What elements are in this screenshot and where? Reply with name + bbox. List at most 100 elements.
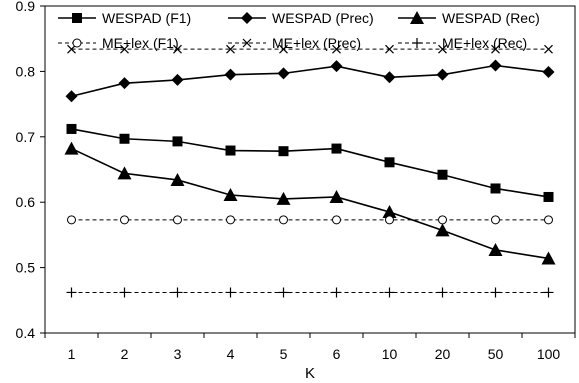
series-line: [71, 147, 549, 260]
data-point: [225, 145, 236, 156]
data-point: [491, 215, 500, 225]
data-point: [437, 287, 448, 298]
data-point: [543, 191, 554, 202]
series-layer: [64, 44, 556, 298]
x-tick-label: 1: [68, 346, 76, 362]
data-point: [385, 44, 394, 54]
y-tick-label: 0.5: [16, 260, 36, 276]
data-point: [384, 287, 395, 298]
data-point: [544, 215, 553, 225]
data-point: [437, 169, 448, 180]
data-point: [544, 44, 553, 54]
legend-marker: [242, 38, 252, 48]
data-point: [173, 44, 182, 54]
data-point: [67, 215, 76, 225]
data-point: [332, 44, 341, 54]
legend: WESPAD (F1) WESPAD (Prec) WESPAD (Rec) ME+l…: [58, 10, 540, 51]
data-point: [488, 242, 503, 256]
legend-marker: [241, 12, 253, 24]
data-point: [490, 183, 501, 194]
legend-label: WESPAD (Prec): [272, 10, 374, 26]
data-point: [279, 215, 288, 225]
data-point: [119, 133, 130, 144]
data-point: [225, 287, 236, 298]
series-triangle: [64, 141, 556, 265]
data-point: [66, 123, 77, 134]
data-point: [120, 215, 129, 225]
data-point: [331, 143, 342, 154]
legend-marker: [410, 11, 424, 24]
data-point: [170, 172, 185, 186]
legend-label: ME+lex (Rec): [442, 35, 527, 51]
data-point: [331, 287, 342, 298]
data-point: [383, 71, 396, 84]
legend-label: WESPAD (F1): [102, 10, 191, 26]
data-point: [172, 287, 183, 298]
data-point: [329, 189, 344, 203]
data-point: [435, 223, 450, 237]
data-point: [490, 287, 501, 298]
legend-label: WESPAD (Rec): [442, 10, 540, 26]
data-point: [277, 67, 290, 80]
series-line: [71, 64, 549, 98]
legend-item: WESPAD (F1): [58, 10, 191, 26]
legend-label: ME+lex (F1): [102, 35, 179, 51]
x-axis-title: K: [305, 365, 315, 382]
y-tick-label: 0.7: [16, 129, 36, 145]
x-tick-label: 4: [227, 346, 235, 362]
series-diamond: [65, 59, 555, 103]
x-tick-label: 3: [174, 346, 182, 362]
data-point: [224, 68, 237, 81]
legend-marker: [412, 38, 422, 48]
data-point: [436, 68, 449, 81]
data-point: [543, 287, 554, 298]
data-point: [120, 44, 129, 54]
data-point: [541, 251, 556, 265]
data-point: [119, 287, 130, 298]
x-tick-label: 10: [382, 346, 398, 362]
legend-item: ME+lex (Rec): [398, 35, 527, 51]
data-point: [542, 66, 555, 79]
data-point: [438, 215, 447, 225]
x-tick-label: 100: [537, 346, 561, 362]
data-point: [171, 73, 184, 86]
data-point: [385, 215, 394, 225]
data-point: [278, 146, 289, 157]
data-point: [67, 44, 76, 54]
legend-item: WESPAD (Prec): [228, 10, 374, 26]
y-tick-label: 0.4: [16, 325, 36, 341]
x-tick-label: 50: [488, 346, 504, 362]
legend-marker: [72, 38, 82, 48]
data-point: [223, 188, 238, 202]
legend-marker: [72, 13, 82, 23]
y-tick-label: 0.6: [16, 194, 36, 210]
y-tick-label: 0.9: [16, 0, 36, 14]
data-point: [226, 44, 235, 54]
data-point: [117, 166, 132, 180]
y-tick-label: 0.8: [16, 63, 36, 79]
legend-item: WESPAD (Rec): [398, 10, 540, 26]
legend-item: ME+lex (F1): [58, 35, 179, 51]
data-point: [438, 44, 447, 54]
data-point: [491, 44, 500, 54]
data-point: [66, 287, 77, 298]
axes: 0.4 0.5 0.6 0.7 0.8 0.9 1 2 3 4 5 6 10 20 50 100: [16, 0, 576, 362]
data-point: [489, 59, 502, 72]
series-square: [66, 123, 554, 202]
x-tick-label: 20: [435, 346, 451, 362]
series-x: [67, 44, 553, 54]
data-point: [64, 141, 79, 155]
data-point: [226, 215, 235, 225]
data-point: [276, 191, 291, 205]
data-point: [330, 60, 343, 73]
series-circle: [67, 215, 553, 225]
data-point: [384, 157, 395, 168]
x-tick-label: 5: [280, 346, 288, 362]
legend-item: ME+lex (Prec): [228, 35, 361, 51]
data-point: [173, 215, 182, 225]
legend-label: ME+lex (Prec): [272, 35, 361, 51]
x-tick-label: 2: [121, 346, 129, 362]
data-point: [65, 90, 78, 103]
